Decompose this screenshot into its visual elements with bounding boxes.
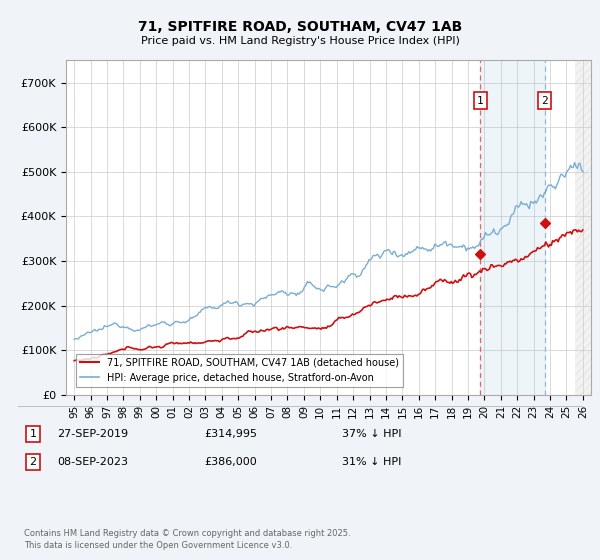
- Bar: [480, 60, 545, 395]
- Bar: [575, 60, 591, 395]
- Text: Contains HM Land Registry data © Crown copyright and database right 2025.
This d: Contains HM Land Registry data © Crown c…: [24, 529, 350, 550]
- Point: [540, 218, 550, 227]
- Text: 71, SPITFIRE ROAD, SOUTHAM, CV47 1AB: 71, SPITFIRE ROAD, SOUTHAM, CV47 1AB: [138, 20, 462, 34]
- Point: [475, 250, 485, 259]
- Legend: 71, SPITFIRE ROAD, SOUTHAM, CV47 1AB (detached house), HPI: Average price, detac: 71, SPITFIRE ROAD, SOUTHAM, CV47 1AB (de…: [76, 354, 403, 386]
- Text: 1: 1: [29, 429, 37, 439]
- Text: 08-SEP-2023: 08-SEP-2023: [57, 457, 128, 467]
- Text: 2: 2: [541, 96, 548, 106]
- Text: 37% ↓ HPI: 37% ↓ HPI: [342, 429, 401, 439]
- Text: 1: 1: [477, 96, 484, 106]
- Text: £314,995: £314,995: [204, 429, 257, 439]
- Text: 2: 2: [29, 457, 37, 467]
- Text: Price paid vs. HM Land Registry's House Price Index (HPI): Price paid vs. HM Land Registry's House …: [140, 36, 460, 46]
- Text: £386,000: £386,000: [204, 457, 257, 467]
- Text: 27-SEP-2019: 27-SEP-2019: [57, 429, 128, 439]
- Text: 31% ↓ HPI: 31% ↓ HPI: [342, 457, 401, 467]
